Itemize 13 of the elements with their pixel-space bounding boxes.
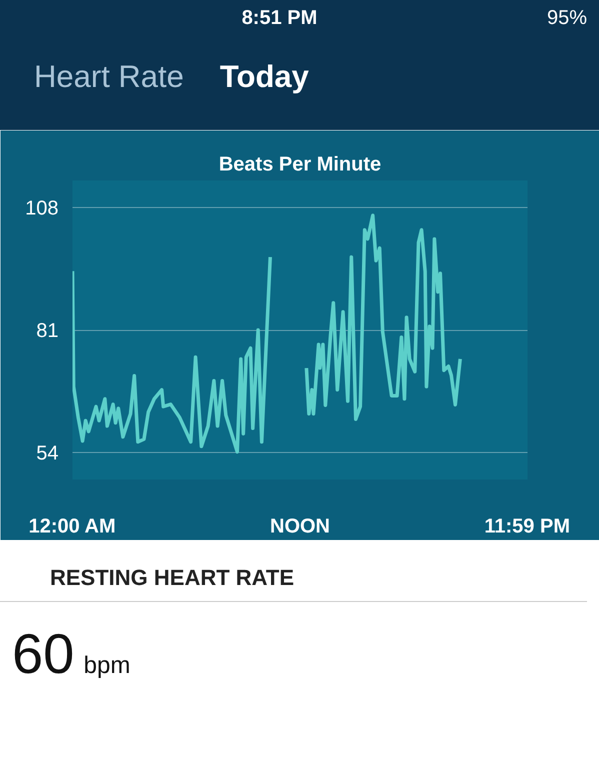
text: 8:51 PM xyxy=(242,6,318,31)
x-tick-label: NOON xyxy=(270,516,330,538)
text: Heart Rate xyxy=(34,58,184,94)
x-tick-label: 12:00 AM xyxy=(28,516,116,538)
text: 95% xyxy=(546,6,587,31)
x-tick-label: 11:59 PM xyxy=(484,516,570,538)
text: RESTING HEART RATE xyxy=(0,540,587,602)
y-tick-label: 54 xyxy=(36,442,59,464)
y-tick-label: 108 xyxy=(25,198,59,220)
y-axis-title: Beats Per Minute xyxy=(218,154,382,176)
text: 60 bpm xyxy=(12,622,130,686)
chart-title: Today xyxy=(220,58,309,94)
y-tick-label: 81 xyxy=(36,320,59,342)
